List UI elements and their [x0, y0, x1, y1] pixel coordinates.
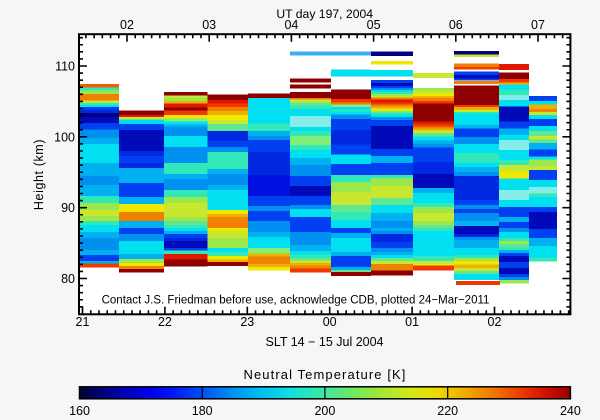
- svg-text:04: 04: [284, 18, 298, 32]
- svg-text:Neutral Temperature [K]: Neutral Temperature [K]: [243, 367, 406, 382]
- svg-text:22: 22: [158, 315, 172, 329]
- svg-text:02: 02: [120, 18, 134, 32]
- svg-text:05: 05: [367, 18, 381, 32]
- svg-text:23: 23: [240, 315, 254, 329]
- svg-text:21: 21: [76, 315, 90, 329]
- svg-text:02: 02: [488, 315, 502, 329]
- svg-text:06: 06: [449, 18, 463, 32]
- svg-text:90: 90: [61, 201, 75, 215]
- svg-text:240: 240: [560, 404, 581, 418]
- svg-text:180: 180: [192, 404, 213, 418]
- svg-text:220: 220: [437, 404, 458, 418]
- svg-text:01: 01: [405, 315, 419, 329]
- svg-text:UT day 197, 2004: UT day 197, 2004: [276, 7, 373, 21]
- svg-text:Height (km): Height (km): [32, 139, 46, 210]
- svg-text:100: 100: [54, 130, 75, 144]
- svg-text:00: 00: [323, 315, 337, 329]
- svg-text:80: 80: [61, 272, 75, 286]
- svg-text:160: 160: [69, 404, 90, 418]
- svg-text:07: 07: [531, 18, 545, 32]
- svg-text:200: 200: [314, 404, 335, 418]
- svg-text:03: 03: [202, 18, 216, 32]
- svg-text:110: 110: [55, 60, 75, 74]
- svg-text:Contact J.S. Friedman before u: Contact J.S. Friedman before use, acknow…: [102, 295, 490, 307]
- svg-text:SLT 14 − 15 Jul 2004: SLT 14 − 15 Jul 2004: [265, 335, 383, 349]
